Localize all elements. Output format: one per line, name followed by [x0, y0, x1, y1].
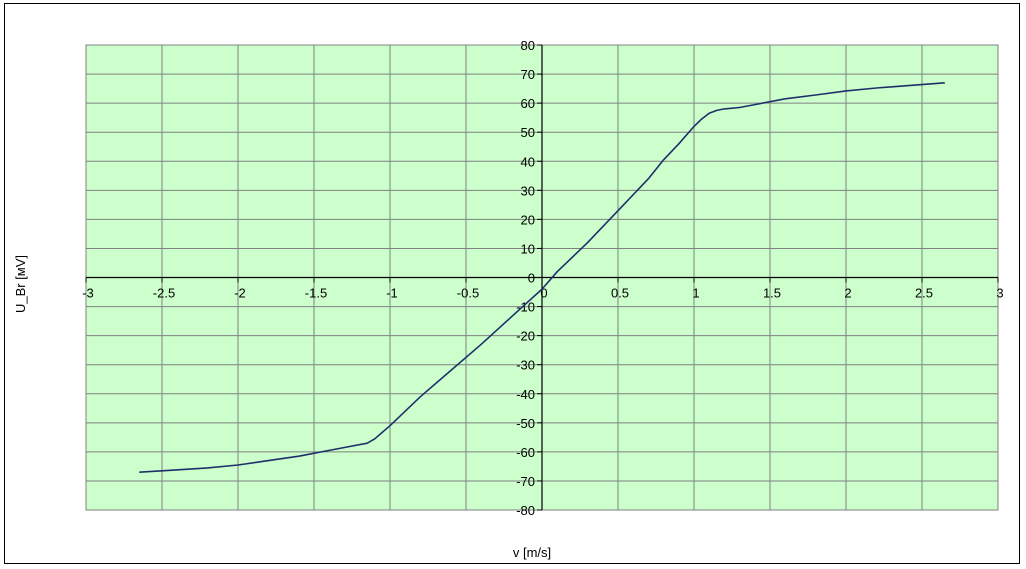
y-tick-label: -10: [516, 300, 535, 315]
y-tick-label: -80: [516, 503, 535, 518]
x-tick-label: -3: [82, 286, 94, 301]
x-tick-label: -1.5: [305, 286, 327, 301]
x-tick-label: -2: [234, 286, 246, 301]
y-tick-label: 70: [521, 67, 535, 82]
x-axis-label: v [m/s]: [513, 545, 551, 560]
y-tick-label: -40: [516, 387, 535, 402]
x-tick-label: 1.5: [763, 286, 781, 301]
x-tick-label: -1: [386, 286, 398, 301]
axes: [85, 44, 999, 511]
series-line: [139, 82, 945, 473]
x-tick-label: 2: [844, 286, 851, 301]
y-tick-label: 80: [521, 38, 535, 53]
tick-labels: -3 -2.5 -2 -1.5 -1 -0.5 0 0.5 1 1.5 2 2.5 3 80 70 60 50 4…: [82, 38, 1003, 518]
x-tick-label: 0: [540, 286, 547, 301]
y-tick-label: 60: [521, 96, 535, 111]
y-tick-label: 30: [521, 183, 535, 198]
chart-svg: -3 -2.5 -2 -1.5 -1 -0.5 0 0.5 1 1.5 2 2.5 3 80 70 60 50 4…: [13, 38, 1004, 560]
y-tick-label: -50: [516, 416, 535, 431]
y-tick-label: -70: [516, 474, 535, 489]
x-tick-label: 2.5: [915, 286, 933, 301]
y-tick-label: 0: [528, 271, 535, 286]
y-tick-label: -20: [516, 329, 535, 344]
y-tick-label: -30: [516, 358, 535, 373]
x-tick-label: -2.5: [153, 286, 175, 301]
y-axis-label: U_Br [мV]: [13, 255, 28, 313]
y-tick-label: 10: [521, 241, 535, 256]
chart-frame: -3 -2.5 -2 -1.5 -1 -0.5 0 0.5 1 1.5 2 2.5 3 80 70 60 50 4…: [4, 3, 1020, 564]
y-tick-label: 20: [521, 212, 535, 227]
y-tick-label: -60: [516, 445, 535, 460]
x-tick-label: 0.5: [611, 286, 629, 301]
x-tick-label: 3: [996, 286, 1003, 301]
series-layer: [139, 82, 945, 473]
x-tick-label: 1: [692, 286, 699, 301]
x-tick-label: -0.5: [457, 286, 479, 301]
y-tick-label: 40: [521, 154, 535, 169]
y-tick-label: 50: [521, 125, 535, 140]
